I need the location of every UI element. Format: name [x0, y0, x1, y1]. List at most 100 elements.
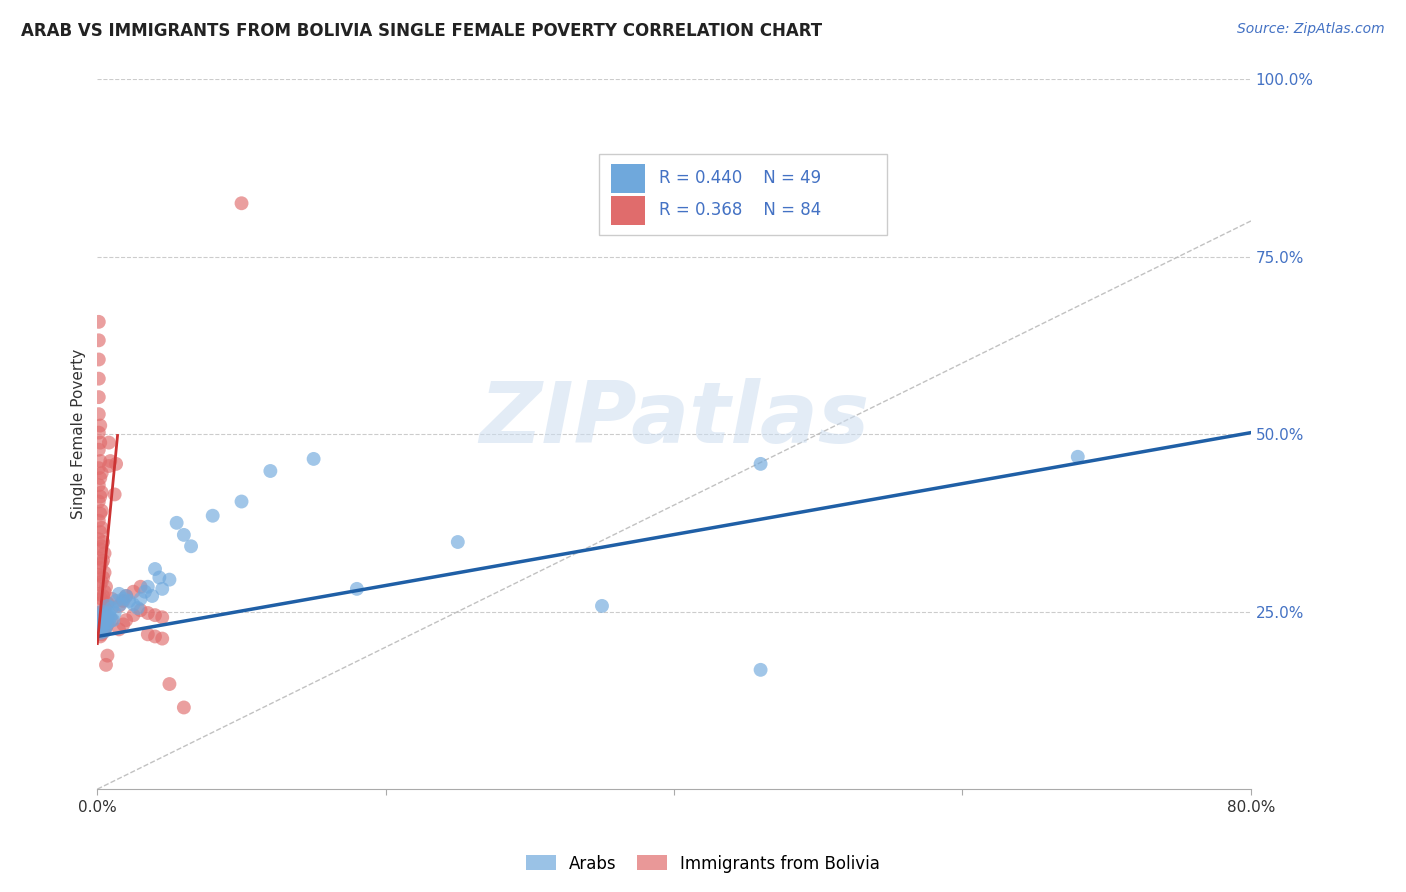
- Point: [91, 535, 114, 549]
- Point: [150, 632, 173, 646]
- Point: [201, 508, 224, 523]
- Point: [122, 598, 145, 612]
- Point: [173, 700, 195, 714]
- Point: [115, 613, 138, 627]
- Point: [110, 598, 132, 612]
- Text: ARAB VS IMMIGRANTS FROM BOLIVIA SINGLE FEMALE POVERTY CORRELATION CHART: ARAB VS IMMIGRANTS FROM BOLIVIA SINGLE F…: [21, 22, 823, 40]
- Point: [112, 617, 135, 632]
- Point: [87, 407, 110, 421]
- Point: [89, 577, 111, 591]
- Point: [87, 352, 110, 367]
- Point: [91, 624, 114, 639]
- Point: [87, 623, 110, 637]
- Point: [108, 587, 131, 601]
- Point: [150, 582, 173, 596]
- Point: [93, 584, 115, 599]
- Legend: Arabs, Immigrants from Bolivia: Arabs, Immigrants from Bolivia: [519, 848, 887, 880]
- Point: [148, 570, 170, 584]
- Point: [129, 603, 152, 617]
- Point: [90, 521, 112, 535]
- Point: [89, 615, 111, 630]
- Point: [87, 606, 110, 620]
- FancyBboxPatch shape: [610, 196, 645, 225]
- Point: [90, 591, 112, 606]
- Point: [96, 648, 118, 663]
- Point: [166, 516, 188, 530]
- Point: [96, 596, 118, 610]
- Point: [93, 566, 115, 580]
- Point: [259, 464, 281, 478]
- Point: [136, 606, 159, 620]
- Point: [129, 580, 152, 594]
- Point: [91, 620, 114, 634]
- Point: [346, 582, 368, 596]
- Point: [87, 532, 110, 546]
- Point: [159, 677, 181, 691]
- Point: [93, 617, 115, 632]
- Point: [231, 196, 253, 211]
- Point: [108, 599, 131, 613]
- Point: [89, 490, 111, 504]
- Point: [100, 591, 122, 606]
- Y-axis label: Single Female Poverty: Single Female Poverty: [72, 349, 86, 519]
- Point: [91, 589, 114, 603]
- Text: ZIPatlas: ZIPatlas: [479, 378, 869, 461]
- Point: [89, 507, 111, 521]
- Point: [136, 627, 159, 641]
- Point: [447, 535, 470, 549]
- Point: [150, 610, 173, 624]
- Point: [87, 372, 110, 386]
- Point: [90, 485, 112, 500]
- Point: [90, 627, 112, 641]
- Point: [143, 608, 166, 623]
- Text: R = 0.440    N = 49: R = 0.440 N = 49: [659, 169, 821, 187]
- Point: [87, 551, 110, 566]
- Point: [87, 587, 110, 601]
- Point: [87, 334, 110, 348]
- Point: [87, 315, 110, 329]
- Point: [231, 494, 253, 508]
- Point: [89, 630, 111, 644]
- Point: [105, 594, 128, 608]
- Point: [89, 435, 111, 450]
- Point: [104, 606, 127, 620]
- Point: [87, 390, 110, 404]
- Text: Source: ZipAtlas.com: Source: ZipAtlas.com: [1237, 22, 1385, 37]
- Point: [136, 580, 159, 594]
- Point: [96, 599, 118, 613]
- Point: [159, 573, 181, 587]
- Point: [90, 466, 112, 480]
- Text: R = 0.368    N = 84: R = 0.368 N = 84: [659, 202, 821, 219]
- Point: [98, 610, 121, 624]
- Point: [90, 605, 112, 619]
- Point: [87, 623, 110, 637]
- Point: [90, 504, 112, 518]
- Point: [87, 514, 110, 528]
- Point: [87, 425, 110, 440]
- Point: [90, 557, 112, 571]
- Point: [93, 603, 115, 617]
- Point: [97, 615, 120, 630]
- Point: [89, 418, 111, 433]
- Point: [90, 610, 112, 624]
- Point: [105, 457, 128, 471]
- Point: [1067, 450, 1090, 464]
- Point: [91, 606, 114, 620]
- Point: [112, 594, 135, 608]
- Point: [89, 626, 111, 640]
- Point: [89, 560, 111, 574]
- Point: [89, 524, 111, 539]
- Point: [93, 623, 115, 637]
- Point: [91, 553, 114, 567]
- Point: [143, 630, 166, 644]
- Point: [90, 619, 112, 633]
- Point: [112, 591, 135, 606]
- Point: [89, 454, 111, 468]
- Point: [87, 608, 110, 623]
- Point: [100, 601, 122, 615]
- Point: [127, 601, 149, 615]
- Point: [180, 539, 202, 553]
- Point: [96, 610, 118, 624]
- Point: [94, 620, 117, 634]
- FancyBboxPatch shape: [610, 164, 645, 193]
